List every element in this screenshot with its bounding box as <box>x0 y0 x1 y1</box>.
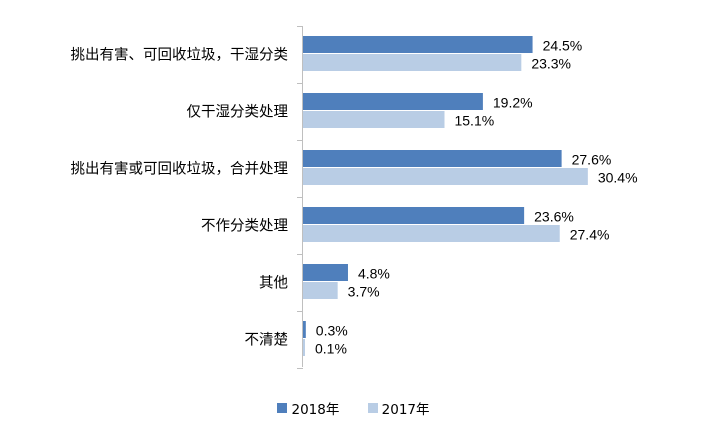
category-label: 其他 <box>259 275 288 292</box>
legend-swatch-2017 <box>367 403 378 413</box>
labels: 挑出有害、可回收垃圾，干湿分类 24.5% 23.3% 仅干湿分类处理 19.2% 15.… <box>71 38 638 357</box>
bar-2017年-3 <box>303 168 588 185</box>
category-label: 挑出有害、可回收垃圾，干湿分类 <box>71 47 289 64</box>
category-label: 不作分类处理 <box>201 218 288 235</box>
bar-2018年-2 <box>303 93 483 110</box>
bar-2018年-4 <box>303 207 525 224</box>
category-label: 仅干湿分类处理 <box>187 104 289 121</box>
data-label: 24.5% <box>543 38 583 54</box>
bar-2018年-6 <box>303 321 306 338</box>
data-label: 30.4% <box>598 170 638 186</box>
legend: 2018年 2017年 <box>0 398 707 418</box>
data-label: 23.3% <box>531 56 571 72</box>
legend-item-2018: 2018年 <box>277 398 339 418</box>
data-label: 15.1% <box>454 113 494 129</box>
bar-2017年-5 <box>303 282 338 299</box>
bar-2017年-2 <box>303 111 445 128</box>
legend-item-2017: 2017年 <box>367 398 430 418</box>
legend-label-2018: 2018年 <box>291 402 340 418</box>
data-label: 0.1% <box>315 341 347 357</box>
category-axis-ticks <box>297 26 303 369</box>
bar-2017年-6 <box>303 339 305 356</box>
category-label: 不清楚 <box>245 332 289 349</box>
bars <box>303 36 588 356</box>
bar-2018年-1 <box>303 36 533 53</box>
data-label: 23.6% <box>534 209 574 225</box>
data-label: 27.6% <box>572 152 612 168</box>
legend-label-2017: 2017年 <box>381 402 430 418</box>
bar-2017年-1 <box>303 54 522 71</box>
category-label: 挑出有害或可回收垃圾，合并处理 <box>71 161 289 178</box>
bar-2018年-5 <box>303 264 348 281</box>
legend-swatch-2018 <box>277 403 288 413</box>
data-label: 27.4% <box>570 227 610 243</box>
data-label: 0.3% <box>316 323 348 339</box>
bar-2018年-3 <box>303 150 562 167</box>
data-label: 19.2% <box>493 95 533 111</box>
data-label: 3.7% <box>348 284 380 300</box>
bar-2017年-4 <box>303 225 560 242</box>
data-label: 4.8% <box>358 266 390 282</box>
